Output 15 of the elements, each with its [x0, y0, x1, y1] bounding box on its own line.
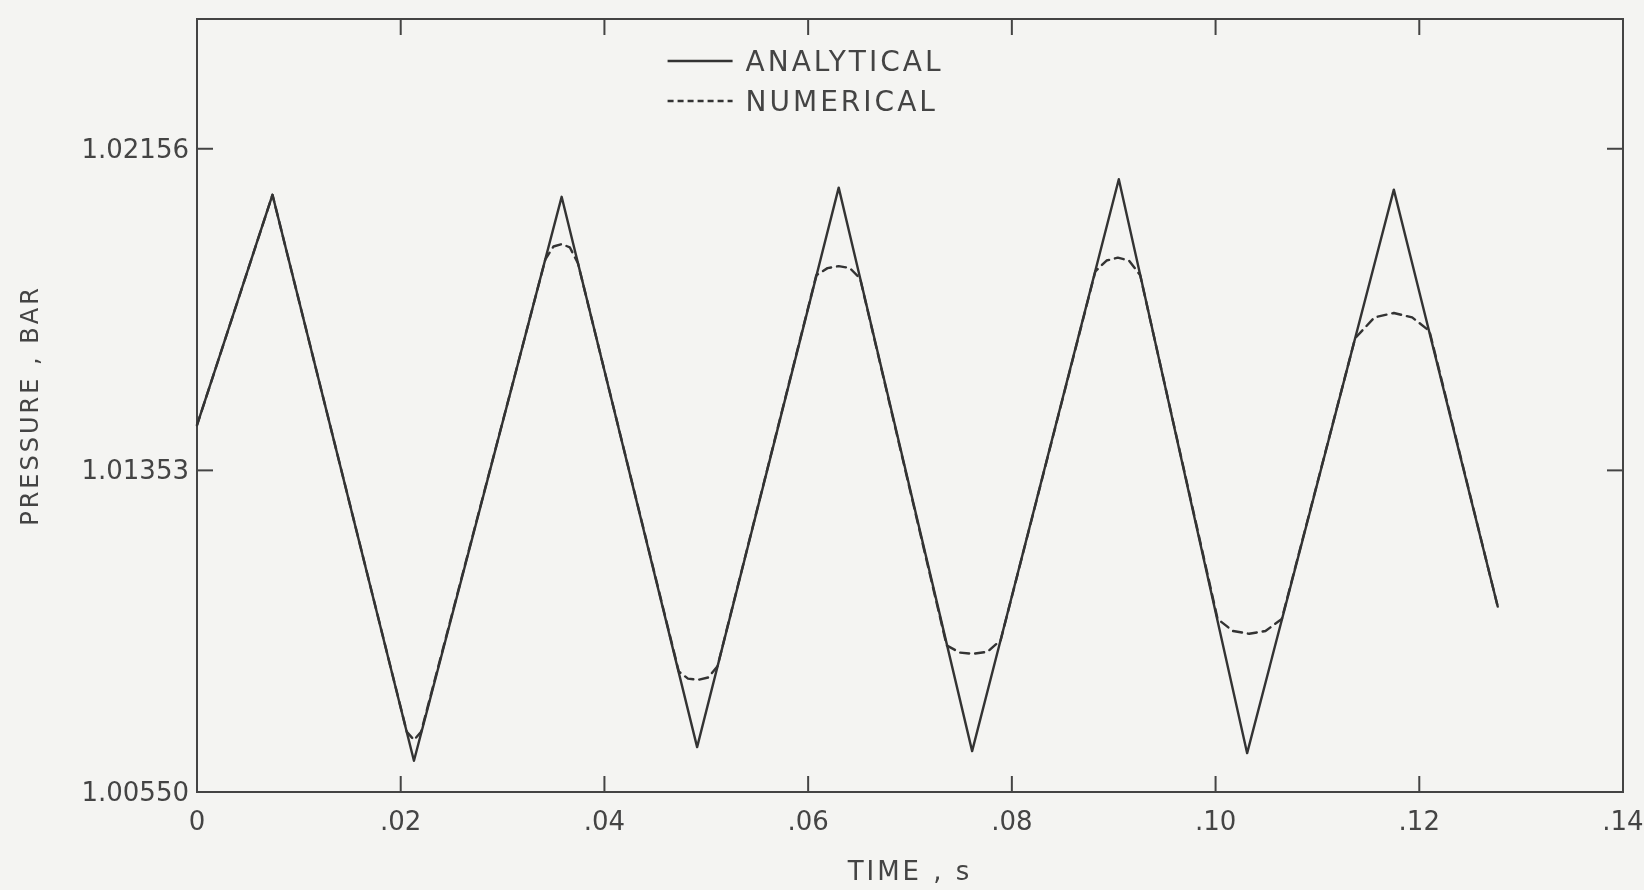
- x-tick-label: .10: [1194, 806, 1237, 836]
- y-axis-title: PRESSURE , BAR: [16, 285, 44, 526]
- y-tick-label: 1.01353: [81, 455, 189, 486]
- x-tick-label: .04: [583, 806, 626, 836]
- x-tick-label: .06: [787, 806, 829, 836]
- x-tick-label: .02: [380, 806, 422, 836]
- y-tick-label: 1.00550: [81, 777, 189, 808]
- x-tick-label: 0: [188, 806, 206, 836]
- x-axis-title: TIME , s: [846, 856, 973, 886]
- x-tick-label: .12: [1398, 806, 1440, 836]
- legend-label: NUMERICAL: [745, 84, 938, 118]
- x-tick-label: .08: [991, 806, 1033, 836]
- y-tick-label: 1.02156: [81, 133, 189, 164]
- x-tick-label: .14: [1602, 806, 1644, 836]
- legend-label: ANALYTICAL: [745, 44, 944, 78]
